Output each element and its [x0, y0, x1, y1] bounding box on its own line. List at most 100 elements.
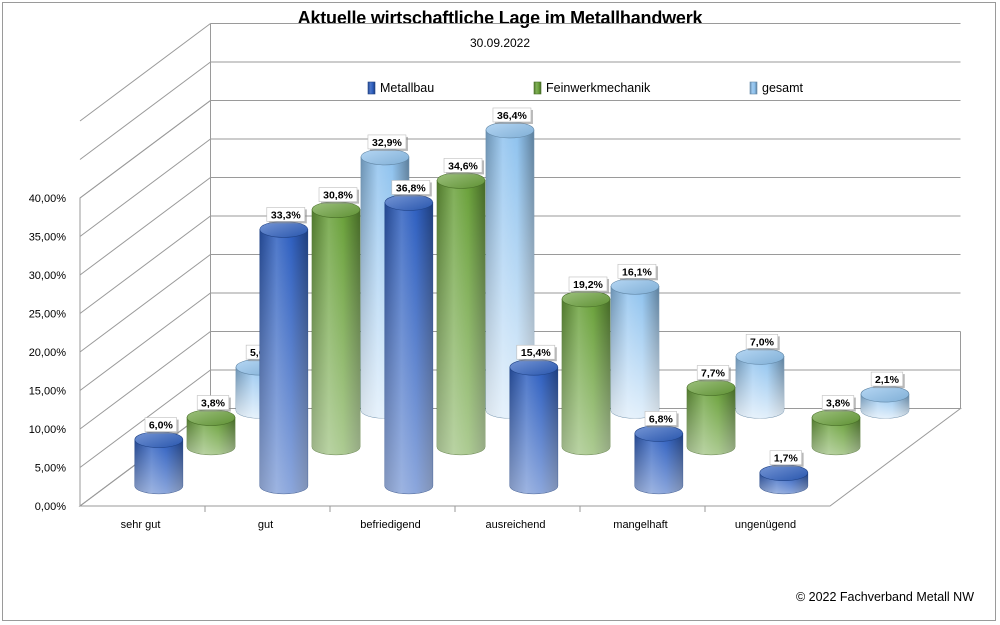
bar-fade — [509, 367, 558, 494]
bar-metallbau-1: 33,3% — [259, 207, 309, 495]
bar-fade — [610, 286, 659, 419]
legend-label: gesamt — [762, 81, 804, 95]
bar-metallbau-0: 6,0% — [134, 417, 184, 495]
data-label: 3,8% — [196, 395, 231, 412]
bar-feinwerkmechanik-5: 3,8% — [811, 395, 861, 456]
bar-fade — [735, 356, 784, 419]
bar-fade — [134, 439, 183, 494]
bars: 5,6%32,9%36,4%16,1%7,0%2,1%3,8%30,8%34,6… — [134, 107, 910, 495]
bar-metallbau-3: 15,4% — [509, 344, 559, 495]
data-label: 3,8% — [821, 395, 856, 412]
bar-feinwerkmechanik-1: 30,8% — [311, 187, 361, 456]
data-label-box — [644, 411, 677, 426]
bar-gesamt-5: 2,1% — [860, 371, 910, 419]
bar-top — [311, 201, 361, 218]
data-label-box — [443, 158, 483, 173]
copyright-note: © 2022 Fachverband Metall NW — [795, 590, 974, 604]
x-tick-label: gut — [258, 519, 273, 531]
data-label-text: 36,4% — [497, 110, 527, 122]
legend-swatch — [749, 81, 758, 95]
bar-top — [384, 194, 434, 211]
y-tick-label: 25,00% — [29, 309, 67, 321]
bar-top — [610, 277, 660, 295]
y-tick-label: 0,00% — [35, 501, 66, 513]
y-axis: 0,00% 5,00% 10,00% 15,00% 20,00% 25,00% 30,00%… — [29, 193, 67, 513]
data-label-text: 2,1% — [875, 374, 900, 386]
y-tick-label: 5,00% — [35, 463, 66, 475]
data-label-text: 15,4% — [521, 347, 551, 359]
x-tick-label: ausreichend — [486, 519, 546, 531]
data-label-text: 32,9% — [372, 137, 402, 149]
bar-fade — [312, 209, 361, 455]
data-label-text: 7,7% — [701, 368, 726, 380]
legend-label: Metallbau — [380, 81, 434, 95]
y-tick-label: 10,00% — [29, 424, 67, 436]
y-tick-label: 35,00% — [29, 232, 67, 244]
data-label-box — [696, 365, 730, 380]
data-label-text: 34,6% — [448, 160, 478, 172]
data-label-box — [870, 371, 904, 387]
bar-feinwerkmechanik-0: 3,8% — [186, 395, 236, 456]
y-tick-label: 40,00% — [29, 193, 67, 205]
data-label-text: 3,8% — [826, 398, 851, 410]
data-label-text: 19,2% — [573, 279, 603, 291]
bar-top — [509, 358, 559, 376]
gridline — [79, 61, 211, 160]
data-label-box — [516, 344, 556, 360]
data-label: 32,9% — [367, 134, 408, 151]
data-label: 7,0% — [745, 334, 780, 351]
bar-top — [561, 290, 611, 308]
data-label-text: 30,8% — [323, 190, 353, 202]
bar-metallbau-5: 1,7% — [759, 450, 809, 495]
bar-fade — [187, 417, 236, 455]
data-label-box — [196, 395, 230, 410]
bar-metallbau-4: 6,8% — [634, 411, 684, 495]
bar-top — [735, 348, 785, 365]
bar-top — [436, 172, 486, 189]
data-label: 1,7% — [769, 450, 804, 467]
data-label: 36,4% — [492, 107, 533, 124]
data-label-text: 3,8% — [201, 398, 226, 410]
legend: Metallbau Feinwerkmechanik gesamt — [367, 81, 804, 95]
data-label: 16,1% — [617, 263, 658, 281]
bar-fade — [812, 417, 861, 455]
data-label-box — [568, 276, 608, 292]
bar-gesamt-4: 7,0% — [735, 334, 785, 419]
data-label: 7,7% — [696, 365, 731, 382]
bar-feinwerkmechanik-4: 7,7% — [686, 365, 736, 456]
data-label-box — [318, 187, 358, 202]
legend-item-feinwerkmechanik: Feinwerkmechanik — [533, 81, 651, 95]
y-tick-label: 20,00% — [29, 347, 67, 359]
bar-fade — [437, 180, 486, 455]
bar-top — [811, 409, 861, 426]
data-label-box — [144, 417, 177, 432]
data-label: 19,2% — [568, 276, 610, 293]
data-label-box — [492, 107, 532, 123]
x-tick-label: mangelhaft — [613, 519, 667, 531]
bar-fade — [562, 298, 611, 455]
data-label: 34,6% — [443, 158, 485, 175]
data-label: 36,8% — [391, 180, 432, 197]
data-label-text: 1,7% — [774, 453, 799, 465]
data-label: 33,3% — [266, 207, 307, 224]
x-axis: sehr gut gut befriedigend ausreichend mangel… — [121, 506, 796, 531]
data-label: 6,8% — [644, 411, 679, 428]
y-tick-label: 30,00% — [29, 270, 67, 282]
data-label-box — [617, 263, 657, 279]
bar-feinwerkmechanik-2: 34,6% — [436, 158, 486, 456]
data-label-text: 36,8% — [396, 182, 426, 194]
data-label-text: 7,0% — [750, 336, 775, 348]
x-tick-label: befriedigend — [360, 519, 421, 531]
data-label: 15,4% — [516, 344, 557, 362]
data-label-text: 6,8% — [649, 413, 674, 425]
data-label-text: 6,0% — [149, 420, 174, 432]
gridline — [79, 23, 211, 122]
bar-metallbau-2: 36,8% — [384, 180, 434, 495]
bar-fade — [634, 433, 683, 494]
data-label-box — [391, 180, 431, 195]
legend-swatch — [367, 81, 376, 95]
bar-top — [259, 221, 309, 238]
x-tick-label: ungenügend — [735, 519, 796, 531]
data-label-text: 33,3% — [271, 209, 301, 221]
data-label-text: 16,1% — [622, 266, 652, 278]
